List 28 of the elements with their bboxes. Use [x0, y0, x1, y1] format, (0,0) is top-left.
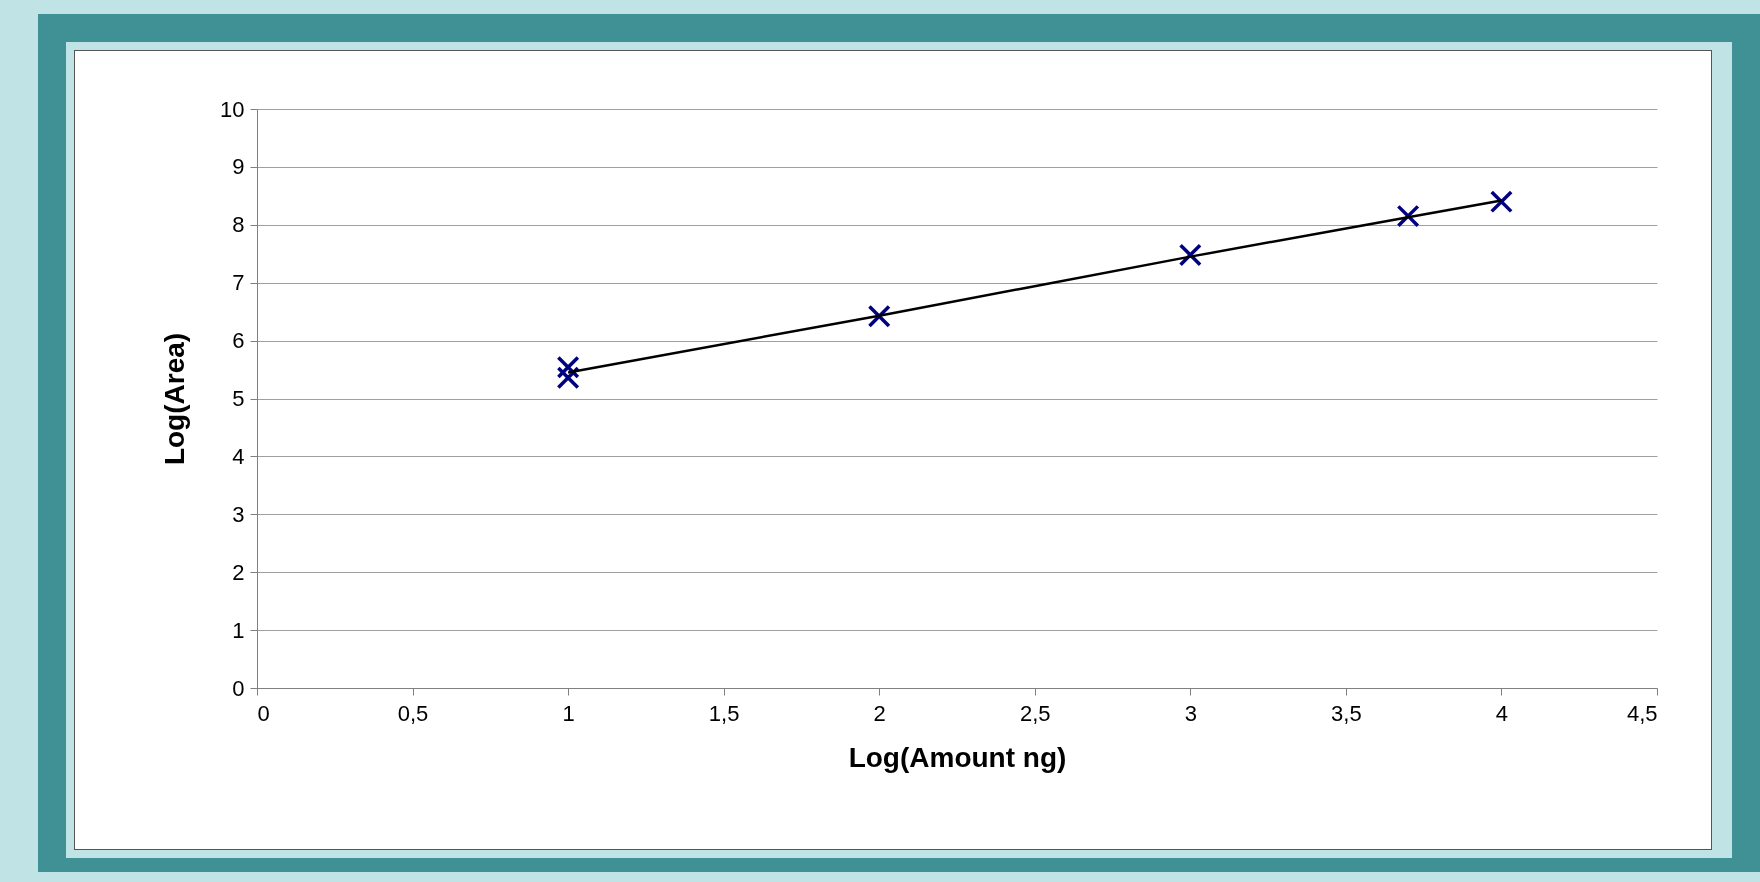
x-tick-label: 0 — [257, 700, 270, 726]
x-tick-label: 1,5 — [708, 700, 740, 726]
y-tick-label: 5 — [232, 386, 245, 411]
x-tick-label: 1 — [562, 700, 575, 726]
x-tick-label: 4 — [1495, 700, 1509, 726]
y-tick-label: 4 — [232, 443, 245, 469]
point — [556, 355, 580, 379]
x-tick-label: 2,5 — [1019, 700, 1051, 726]
y-tick-label: 3 — [232, 501, 245, 527]
x-tick-label: 3,5 — [1331, 700, 1362, 726]
x-tick-label: 0,5 — [397, 700, 429, 726]
y-tick-label: 1 — [232, 617, 245, 643]
line-series — [566, 199, 1503, 374]
x-tick-label: 4,5 — [1626, 700, 1658, 726]
x-tick-label: 3 — [1184, 700, 1197, 726]
point — [1489, 190, 1513, 214]
y-tick-label: 0 — [232, 675, 245, 701]
y-tick-label: 8 — [232, 212, 245, 238]
point — [556, 366, 580, 390]
point — [867, 304, 891, 328]
y-tick-label: 2 — [232, 559, 245, 585]
y-tick-label: 7 — [232, 270, 245, 296]
y-axis-title: Log(Area) — [159, 332, 191, 466]
x-tick-label: 2 — [873, 700, 886, 726]
y-tick-label: 10 — [220, 96, 245, 122]
y-tick-label: 9 — [232, 154, 245, 180]
x-axis-title: Log(Amount ng) — [848, 741, 1067, 773]
y-tick-label: 6 — [232, 328, 245, 354]
